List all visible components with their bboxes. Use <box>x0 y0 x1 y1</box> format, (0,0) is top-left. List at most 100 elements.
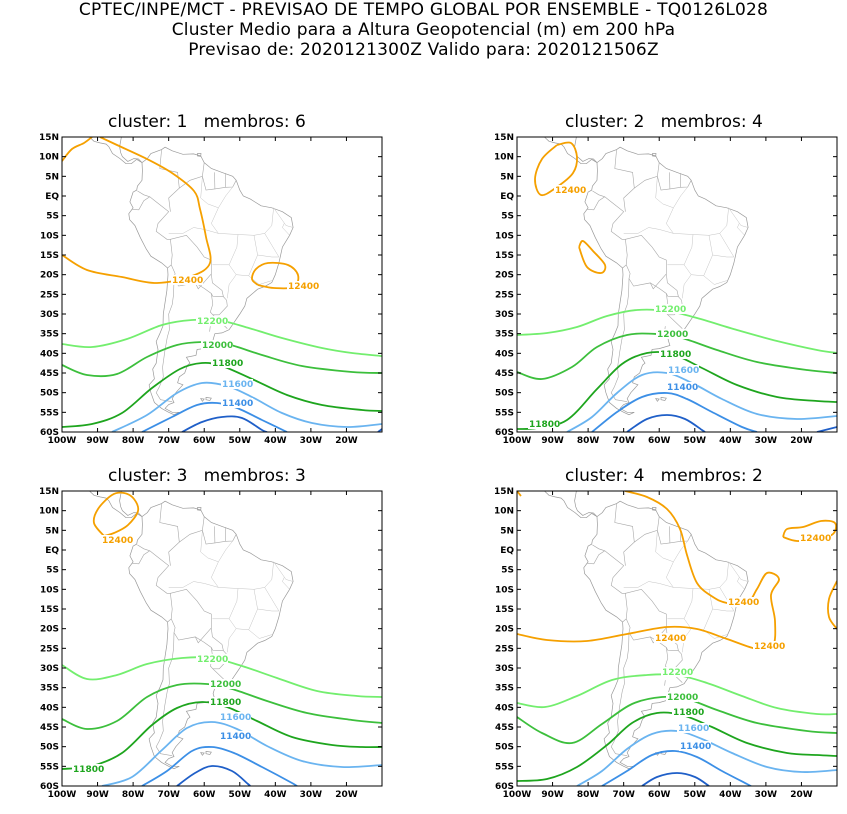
lat-label: EQ <box>500 192 514 202</box>
state-line <box>169 582 205 588</box>
contour-label: 11800 <box>660 350 691 360</box>
state-line <box>227 275 236 299</box>
lat-label: 25S <box>495 644 514 654</box>
lat-label: 15S <box>40 251 59 261</box>
panel-title: cluster: 3 membros: 3 <box>108 466 306 486</box>
lat-label: 10S <box>40 585 59 595</box>
lat-label: 15S <box>495 605 514 615</box>
contour-label: 11400 <box>667 383 698 393</box>
map-2: 1240012200120001180011600114001180015N10… <box>455 132 847 460</box>
contour-label: 11800 <box>673 708 704 718</box>
border-line <box>657 176 691 190</box>
lat-label: 5S <box>46 566 59 576</box>
lat-label: 5N <box>45 172 59 182</box>
contour-line <box>627 415 705 432</box>
lon-label: 70W <box>157 790 180 800</box>
south-america-coast <box>129 501 293 769</box>
lat-label: 20S <box>40 625 59 635</box>
state-line <box>624 228 660 234</box>
border-line <box>202 530 236 544</box>
lat-label: 5N <box>45 526 59 536</box>
contour-label: 12400 <box>102 536 133 546</box>
lat-label: 40S <box>40 703 59 713</box>
state-line <box>274 562 294 582</box>
lat-label: 40S <box>40 349 59 359</box>
contour-label: 11800 <box>210 698 241 708</box>
state-line <box>265 233 279 257</box>
lon-label: 100W <box>503 436 532 446</box>
lat-label: 30S <box>40 310 59 320</box>
lat-label: 10N <box>39 153 59 163</box>
contour-label: 12400 <box>172 276 203 286</box>
lat-label: EQ <box>45 546 59 556</box>
lat-label: 5S <box>46 212 59 222</box>
lon-label: 20W <box>790 436 813 446</box>
contour-line <box>828 581 837 629</box>
state-line <box>720 233 734 257</box>
state-line <box>704 276 727 285</box>
lat-label: 55S <box>495 408 514 418</box>
lon-label: 80W <box>577 790 600 800</box>
lon-label: 70W <box>157 436 180 446</box>
border-line <box>156 633 174 756</box>
border-line <box>615 504 635 566</box>
lat-label: 20S <box>495 271 514 281</box>
border-line <box>650 283 678 297</box>
contour-line <box>94 493 138 536</box>
lat-label: 50S <box>495 389 514 399</box>
lon-label: 40W <box>719 790 742 800</box>
contour-label: 12400 <box>800 534 831 544</box>
contour-line <box>62 137 92 161</box>
lat-label: 30S <box>495 664 514 674</box>
state-line <box>666 187 687 233</box>
lat-label: 15N <box>39 133 59 143</box>
lat-label: 20S <box>40 271 59 281</box>
lat-label: 15S <box>40 605 59 615</box>
contour-label: 12400 <box>655 634 686 644</box>
lon-label: 40W <box>719 436 742 446</box>
lat-label: 55S <box>495 762 514 772</box>
map-3: 1240012200120001180011600114001180015N10… <box>0 486 420 814</box>
border-line <box>210 326 211 332</box>
lat-label: 5N <box>500 526 514 536</box>
state-line <box>211 187 232 233</box>
lon-label: 80W <box>122 436 145 446</box>
border-line <box>611 633 629 756</box>
lon-label: 30W <box>300 790 323 800</box>
contour-line <box>517 697 837 744</box>
lon-label: 80W <box>122 790 145 800</box>
lon-label: 90W <box>86 436 109 446</box>
lat-label: 10S <box>40 231 59 241</box>
lon-label: 100W <box>48 790 77 800</box>
lat-axis: 15N10N5NEQ5S10S15S20S25S30S35S40S45S50S5… <box>39 133 382 438</box>
contour-label: 11400 <box>222 399 253 409</box>
lon-label: 50W <box>229 790 252 800</box>
state-line <box>713 255 734 257</box>
lon-label: 90W <box>86 790 109 800</box>
lon-label: 50W <box>684 436 707 446</box>
lat-label: 25S <box>40 290 59 300</box>
lat-label: EQ <box>500 546 514 556</box>
state-line <box>265 587 279 611</box>
contour-label: 11800 <box>212 359 243 369</box>
lon-label: 50W <box>229 436 252 446</box>
contour-label: 12400 <box>754 642 785 652</box>
lat-label: 20S <box>495 625 514 635</box>
state-line <box>659 208 728 236</box>
contour-label: 11400 <box>680 742 711 752</box>
state-line <box>274 208 294 228</box>
lon-label: 60W <box>648 436 671 446</box>
lat-label: 35S <box>495 684 514 694</box>
contour-label: 12000 <box>202 341 233 351</box>
lat-label: 10S <box>495 585 514 595</box>
border-line <box>587 551 604 564</box>
border-line <box>657 530 691 544</box>
lat-label: 35S <box>40 684 59 694</box>
border-line <box>179 163 204 189</box>
